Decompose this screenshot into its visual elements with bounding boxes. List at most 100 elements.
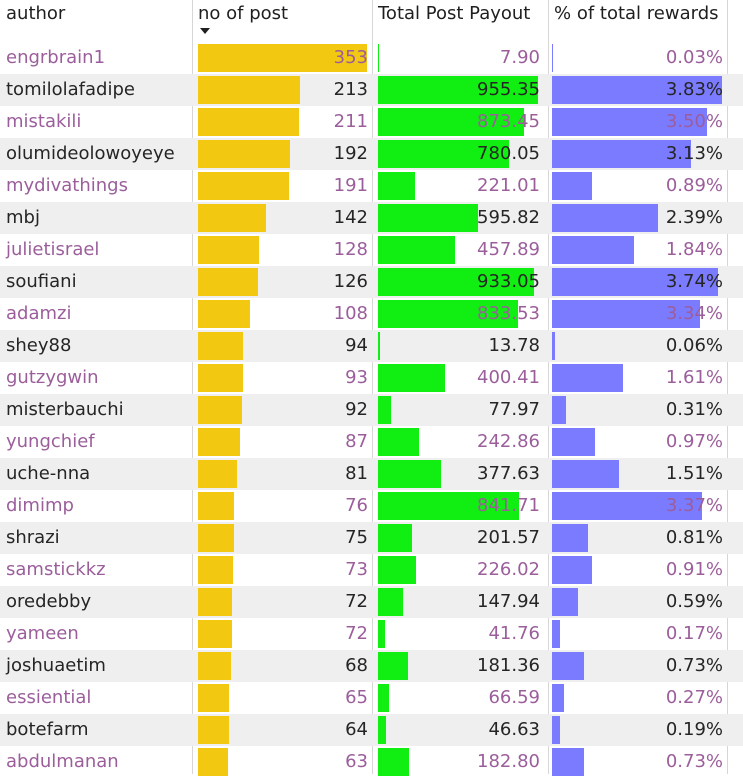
cell-no-of-post: 142	[333, 207, 368, 228]
rewards-bar	[552, 332, 555, 360]
col-header-total-post-payout[interactable]: Total Post Payout	[378, 3, 531, 24]
rewards-bar	[552, 652, 584, 680]
cell-total-post-payout: 242.86	[477, 431, 540, 452]
cell-author[interactable]: mbj	[6, 207, 40, 228]
table-row[interactable]: shrazi 75 201.57 0.81%	[0, 522, 743, 554]
table-row[interactable]: essiential 65 66.59 0.27%	[0, 682, 743, 714]
cell-author[interactable]: botefarm	[6, 719, 89, 740]
payout-bar	[378, 76, 538, 104]
cell-author[interactable]: adamzi	[6, 303, 72, 324]
rewards-bar	[552, 556, 592, 584]
cell-author[interactable]: olumideolowoyeye	[6, 143, 175, 164]
table-row[interactable]: julietisrael 128 457.89 1.84%	[0, 234, 743, 266]
col-header-no-of-post[interactable]: no of post	[198, 3, 289, 24]
table-row[interactable]: gutzygwin 93 400.41 1.61%	[0, 362, 743, 394]
cell-author[interactable]: yungchief	[6, 431, 95, 452]
table-row[interactable]: uche-nna 81 377.63 1.51%	[0, 458, 743, 490]
cell-author[interactable]: mydivathings	[6, 175, 128, 196]
cell-author[interactable]: samstickkz	[6, 559, 106, 580]
payout-bar	[378, 204, 478, 232]
cell-total-post-payout: 7.90	[499, 47, 540, 68]
posts-bar	[198, 76, 300, 104]
posts-bar	[198, 204, 266, 232]
cell-total-post-payout: 201.57	[477, 527, 540, 548]
rewards-bar	[552, 524, 588, 552]
payout-bar	[378, 172, 415, 200]
cell-author[interactable]: misterbauchi	[6, 399, 124, 420]
cell-author[interactable]: tomilolafadipe	[6, 79, 135, 100]
table-row[interactable]: shey88 94 13.78 0.06%	[0, 330, 743, 362]
rewards-bar	[552, 684, 564, 712]
rewards-bar	[552, 460, 619, 488]
cell-no-of-post: 72	[345, 623, 368, 644]
cell-pct-total-rewards: 1.61%	[665, 367, 723, 388]
payout-bar	[378, 300, 518, 328]
cell-pct-total-rewards: 0.89%	[665, 175, 723, 196]
table-row[interactable]: misterbauchi 92 77.97 0.31%	[0, 394, 743, 426]
cell-author[interactable]: soufiani	[6, 271, 77, 292]
table-row[interactable]: abdulmanan 63 182.80 0.73%	[0, 746, 743, 778]
rewards-bar	[552, 748, 584, 776]
table-row[interactable]: botefarm 64 46.63 0.19%	[0, 714, 743, 746]
cell-author[interactable]: uche-nna	[6, 463, 91, 484]
cell-total-post-payout: 41.76	[488, 623, 540, 644]
table-row[interactable]: dimimp 76 841.71 3.37%	[0, 490, 743, 522]
table-row[interactable]: yungchief 87 242.86 0.97%	[0, 426, 743, 458]
posts-bar	[198, 364, 243, 392]
rewards-bar	[552, 396, 566, 424]
cell-no-of-post: 64	[345, 719, 368, 740]
rewards-bar	[552, 204, 658, 232]
cell-total-post-payout: 377.63	[477, 463, 540, 484]
cell-pct-total-rewards: 3.37%	[665, 495, 723, 516]
posts-bar	[198, 588, 232, 616]
rewards-bar	[552, 716, 560, 744]
cell-author[interactable]: engrbrain1	[6, 47, 106, 68]
table-row[interactable]: mbj 142 595.82 2.39%	[0, 202, 743, 234]
table-row[interactable]: adamzi 108 833.53 3.34%	[0, 298, 743, 330]
rewards-bar	[552, 300, 700, 328]
cell-author[interactable]: oredebby	[6, 591, 92, 612]
col-header-author[interactable]: author	[6, 3, 66, 24]
cell-pct-total-rewards: 0.73%	[665, 751, 723, 772]
cell-pct-total-rewards: 0.59%	[665, 591, 723, 612]
cell-author[interactable]: julietisrael	[6, 239, 100, 260]
posts-bar	[198, 652, 231, 680]
posts-bar	[198, 172, 289, 200]
cell-pct-total-rewards: 3.83%	[665, 79, 723, 100]
table-row[interactable]: mistakili 211 873.45 3.50%	[0, 106, 743, 138]
table-row[interactable]: mydivathings 191 221.01 0.89%	[0, 170, 743, 202]
col-header-pct-total-rewards[interactable]: % of total rewards	[554, 3, 719, 24]
cell-author[interactable]: yameen	[6, 623, 79, 644]
table-row[interactable]: soufiani 126 933.05 3.74%	[0, 266, 743, 298]
cell-author[interactable]: mistakili	[6, 111, 82, 132]
cell-author[interactable]: dimimp	[6, 495, 74, 516]
table-row[interactable]: yameen 72 41.76 0.17%	[0, 618, 743, 650]
cell-author[interactable]: gutzygwin	[6, 367, 99, 388]
posts-bar	[198, 684, 229, 712]
cell-no-of-post: 73	[345, 559, 368, 580]
posts-bar	[198, 236, 259, 264]
cell-total-post-payout: 181.36	[477, 655, 540, 676]
table-row[interactable]: olumideolowoyeye 192 780.05 3.13%	[0, 138, 743, 170]
cell-total-post-payout: 457.89	[477, 239, 540, 260]
cell-author[interactable]: shey88	[6, 335, 72, 356]
cell-author[interactable]: joshuaetim	[6, 655, 106, 676]
table-row[interactable]: oredebby 72 147.94 0.59%	[0, 586, 743, 618]
rewards-bar	[552, 236, 634, 264]
rewards-bar	[552, 76, 722, 104]
cell-author[interactable]: essiential	[6, 687, 92, 708]
table-row[interactable]: tomilolafadipe 213 955.35 3.83%	[0, 74, 743, 106]
table-row[interactable]: joshuaetim 68 181.36 0.73%	[0, 650, 743, 682]
table-row[interactable]: engrbrain1 353 7.90 0.03%	[0, 42, 743, 74]
posts-bar	[198, 492, 234, 520]
cell-author[interactable]: shrazi	[6, 527, 60, 548]
posts-bar	[198, 140, 290, 168]
payout-bar	[378, 44, 379, 72]
posts-bar	[198, 460, 237, 488]
payout-bar	[378, 108, 524, 136]
cell-author[interactable]: abdulmanan	[6, 751, 119, 772]
payout-bar	[378, 396, 391, 424]
table-row[interactable]: samstickkz 73 226.02 0.91%	[0, 554, 743, 586]
payout-bar	[378, 588, 403, 616]
